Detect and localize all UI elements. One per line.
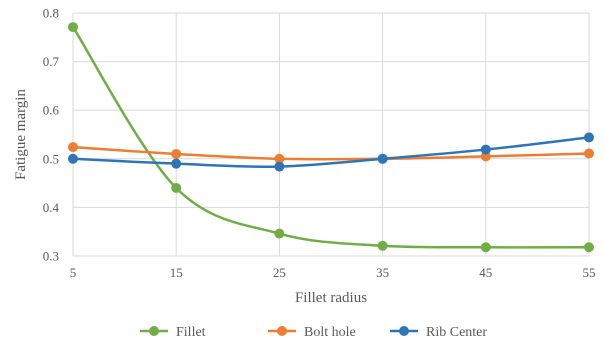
legend-label: Rib Center <box>426 325 487 340</box>
data-point-bolt-hole <box>584 148 594 159</box>
data-point-bolt-hole <box>68 142 78 153</box>
legend-swatch-marker <box>277 326 287 336</box>
series-line-fillet <box>71 26 590 249</box>
data-point-rib-center <box>68 153 78 164</box>
data-point-fillet <box>171 182 182 193</box>
series-rib-center <box>68 132 594 172</box>
y-tick-label: 0.6 <box>43 103 60 118</box>
legend-label: Fillet <box>176 325 206 340</box>
x-tick-label: 35 <box>376 265 389 280</box>
series-line-rib-center <box>72 136 590 168</box>
legend-item-fillet: Fillet <box>140 325 206 340</box>
legend: Fillet Bolt hole Rib Center <box>140 325 487 340</box>
y-tick-label: 0.7 <box>43 54 60 69</box>
series-line-bolt-hole <box>72 145 590 161</box>
x-tick-label: 25 <box>273 265 286 280</box>
data-point-fillet <box>584 242 594 253</box>
y-tick-label: 0.3 <box>43 249 59 264</box>
data-point-rib-center <box>171 158 182 169</box>
legend-item-bolt-hole: Bolt hole <box>268 325 356 340</box>
x-tick-label: 15 <box>170 265 183 280</box>
grid-layer <box>72 12 590 257</box>
data-point-rib-center <box>274 161 285 172</box>
x-tick-label: 45 <box>479 265 492 280</box>
data-point-fillet <box>377 240 388 251</box>
legend-item-rib-center: Rib Center <box>390 325 487 340</box>
data-point-rib-center <box>480 144 491 155</box>
x-axis-title: Fillet radius <box>295 290 367 306</box>
x-axis-ticks: 5 15 25 35 45 55 <box>70 265 596 280</box>
y-axis-title: Fatigue margin <box>13 89 29 180</box>
data-point-bolt-hole <box>274 153 285 164</box>
data-point-rib-center <box>584 132 594 143</box>
data-point-fillet <box>480 242 491 253</box>
x-tick-label: 5 <box>70 265 77 280</box>
y-tick-label: 0.5 <box>43 151 59 166</box>
data-point-fillet <box>274 228 285 239</box>
data-point-rib-center <box>377 153 388 164</box>
y-axis-ticks: 0.3 0.4 0.5 0.6 0.7 0.8 <box>43 6 60 264</box>
x-tick-label: 55 <box>583 265 596 280</box>
y-tick-label: 0.4 <box>43 200 60 215</box>
series-fillet <box>68 22 594 253</box>
legend-label: Bolt hole <box>304 325 356 340</box>
data-point-bolt-hole <box>171 148 182 159</box>
legend-swatch-marker <box>399 326 409 336</box>
data-point-fillet <box>68 22 78 33</box>
series-bolt-hole <box>68 142 594 164</box>
y-tick-label: 0.8 <box>43 6 59 21</box>
legend-swatch-marker <box>149 326 159 336</box>
series-layer <box>68 22 594 253</box>
